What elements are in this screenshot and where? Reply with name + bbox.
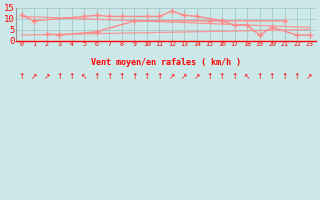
Text: ↑: ↑ [94, 72, 100, 81]
Text: ↗: ↗ [181, 72, 188, 81]
Text: ↑: ↑ [56, 72, 63, 81]
Text: ↑: ↑ [144, 72, 150, 81]
Text: ↖: ↖ [81, 72, 88, 81]
Text: ↗: ↗ [44, 72, 50, 81]
Text: ↑: ↑ [294, 72, 300, 81]
Text: ↑: ↑ [119, 72, 125, 81]
Text: ↑: ↑ [206, 72, 213, 81]
Text: ↑: ↑ [19, 72, 25, 81]
Text: ↑: ↑ [131, 72, 138, 81]
Text: ↖: ↖ [244, 72, 250, 81]
Text: ↑: ↑ [256, 72, 263, 81]
Text: ↗: ↗ [194, 72, 200, 81]
Text: ↑: ↑ [269, 72, 275, 81]
Text: ↑: ↑ [219, 72, 225, 81]
Text: ↑: ↑ [156, 72, 163, 81]
Text: ↗: ↗ [306, 72, 313, 81]
Text: ↑: ↑ [69, 72, 75, 81]
X-axis label: Vent moyen/en rafales ( km/h ): Vent moyen/en rafales ( km/h ) [91, 58, 241, 67]
Text: ↑: ↑ [106, 72, 113, 81]
Text: ↑: ↑ [281, 72, 288, 81]
Text: ↗: ↗ [31, 72, 37, 81]
Text: ↗: ↗ [169, 72, 175, 81]
Text: ↑: ↑ [231, 72, 238, 81]
